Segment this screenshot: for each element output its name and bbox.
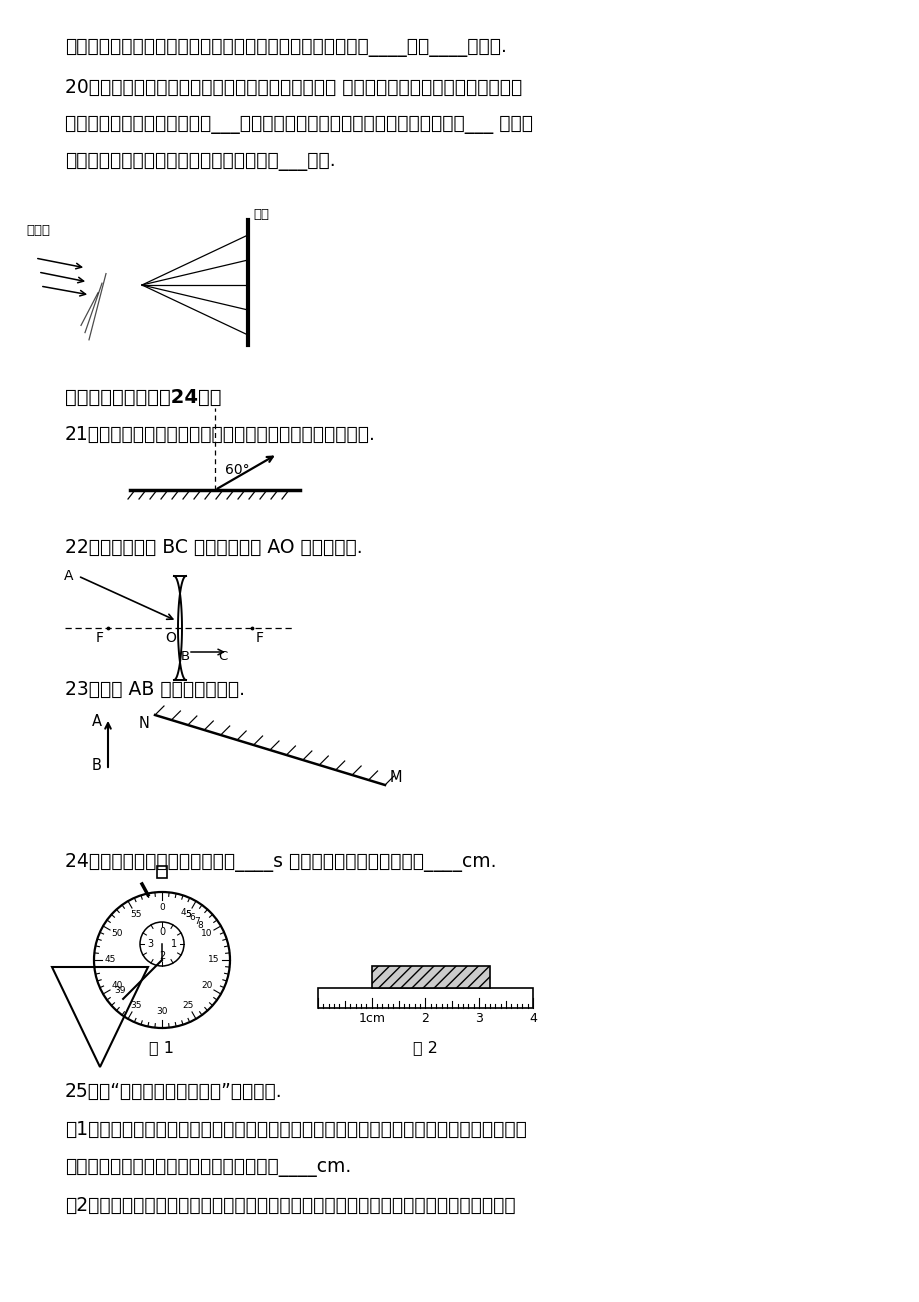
Text: M: M [390,769,403,785]
Text: 55: 55 [130,910,142,919]
Text: 7: 7 [194,917,199,926]
Text: 1cm: 1cm [357,1012,385,1025]
Text: 条七彩光带，这个现象叫光的___；如果将白色光屏换成黄色纸板，我们能看到___ 色光；: 条七彩光带，这个现象叫光的___；如果将白色光屏换成黄色纸板，我们能看到___ … [65,115,532,134]
Text: 0: 0 [159,927,165,937]
Text: C: C [218,650,227,663]
Text: 35: 35 [130,1000,142,1009]
Text: 23．画出 AB 在平面镜中的像.: 23．画出 AB 在平面镜中的像. [65,680,244,699]
Text: O: O [165,631,176,644]
Text: （2）小芳将蜡烛、凸透镜、光屏依次放在光具座上，点燃蜡烛后，实验中出现了如图乙所: （2）小芳将蜡烛、凸透镜、光屏依次放在光具座上，点燃蜡烛后，实验中出现了如图乙所 [65,1197,515,1215]
Text: F: F [96,631,104,644]
Text: 21．请按照要求画图：在图中，做出入射光线、标出反射角.: 21．请按照要求画图：在图中，做出入射光线、标出反射角. [65,424,376,444]
Text: 2: 2 [421,1012,429,1025]
Text: 1: 1 [171,939,176,949]
Text: N: N [139,716,150,730]
Text: 3: 3 [147,939,153,949]
Text: 5: 5 [185,910,190,919]
Text: 60°: 60° [225,464,249,477]
Text: 50: 50 [111,930,122,939]
Text: 15: 15 [208,956,220,965]
Text: 40: 40 [111,982,122,991]
Text: 25: 25 [182,1000,194,1009]
Text: 3: 3 [475,1012,482,1025]
Text: 2: 2 [159,950,165,961]
Text: 10: 10 [201,930,212,939]
Text: 39: 39 [114,986,126,995]
Text: 8: 8 [198,921,203,930]
Text: F: F [255,631,264,644]
Text: 0: 0 [159,904,165,913]
Text: 5: 5 [185,910,190,919]
Text: 图 1: 图 1 [149,1040,175,1056]
Text: 24．如图甲所示，秒表的读数为____s 如图乙所示，物体的长度为____cm.: 24．如图甲所示，秒表的读数为____s 如图乙所示，物体的长度为____cm. [65,853,496,872]
Text: 用于电视遥控器的是一种看不见的光线叫做___外线.: 用于电视遥控器的是一种看不见的光线叫做___外线. [65,152,335,171]
Text: 4: 4 [180,907,186,917]
Text: B: B [92,759,102,773]
Text: 6: 6 [189,914,195,922]
Text: 45: 45 [104,956,116,965]
Text: 太阳光: 太阳光 [26,224,50,237]
Text: 时间后，酸奶盒表面会附有一层小水珠，这是空气中的水蒸气____热量____形成的.: 时间后，酸奶盒表面会附有一层小水珠，这是空气中的水蒸气____热量____形成的… [65,38,506,57]
Text: A: A [63,569,73,583]
Text: 30: 30 [156,1008,167,1017]
Text: 白屏: 白屏 [253,208,268,221]
Text: 最亮的光斌．由图甲可知，凸透镜的焦距为____cm.: 最亮的光斌．由图甲可知，凸透镜的焦距为____cm. [65,1157,351,1177]
Bar [157,866,167,878]
Text: 三、实验与探究（內24分）: 三、实验与探究（內24分） [65,388,221,408]
Text: （1）如图甲所示，一束平行于凸透镜主光轴的光经过凸透镜后，在光屏上形成了一个最小、: （1）如图甲所示，一束平行于凸透镜主光轴的光经过凸透镜后，在光屏上形成了一个最小… [65,1120,527,1139]
Text: 20．如图，一束太阳光通过三棱镜折射后，被分解成 七种颜色的光，在白色光屏上形成一: 20．如图，一束太阳光通过三棱镜折射后，被分解成 七种颜色的光，在白色光屏上形成… [65,78,522,98]
Bar [318,988,532,1008]
Text: 图 2: 图 2 [413,1040,437,1056]
Bar [371,966,490,988]
Text: 20: 20 [201,982,212,991]
Text: A: A [92,715,102,729]
Text: 22．画出图中的 BC 的入射光线和 AO 的折射光线.: 22．画出图中的 BC 的入射光线和 AO 的折射光线. [65,538,362,557]
Text: 25．在“探究凸透镜成像规律”的实验中.: 25．在“探究凸透镜成像规律”的实验中. [65,1082,282,1101]
Text: 4: 4 [528,1012,537,1025]
Text: B: B [180,650,189,663]
